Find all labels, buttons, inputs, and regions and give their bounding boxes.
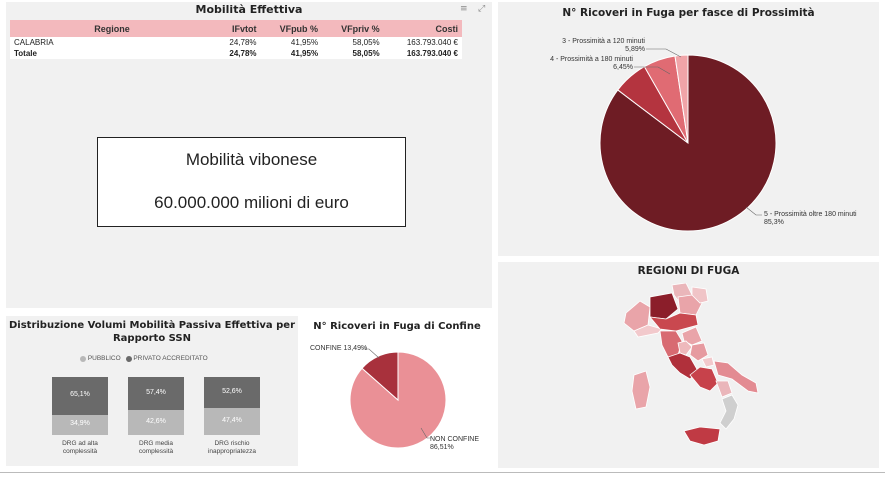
bar-segment-privato[interactable]: 52,6% — [204, 377, 260, 408]
total-regione: Totale — [14, 49, 37, 58]
legend-dot-privato — [125, 355, 132, 362]
italy-map[interactable] — [620, 283, 780, 463]
legend-privato: PRIVATO ACCREDITATO — [133, 355, 208, 362]
region-molise[interactable] — [701, 356, 715, 368]
leader-line-180 — [634, 66, 671, 75]
label-prossimita-120: 3 - Prossimità a 120 minuti 5,89% — [545, 38, 645, 54]
total-vfpub: 41,95% — [290, 49, 319, 58]
label-non-confine: NON CONFINE 86,51% — [430, 436, 479, 452]
col-vfpub[interactable]: VFpub % — [260, 20, 323, 37]
bar-category-label-line2: inappropriatezza — [207, 448, 257, 455]
label-non-confine-name: NON CONFINE — [430, 436, 479, 443]
cell-costi: 163.793.040 € — [406, 38, 458, 47]
cell-regione: CALABRIA — [14, 38, 54, 47]
legend-dot-pubblico — [80, 355, 86, 362]
leader-line-oltre — [745, 206, 762, 216]
confine-pie — [349, 351, 447, 449]
page-divider — [0, 472, 885, 473]
label-non-confine-value: 86,51% — [430, 444, 454, 451]
bar-category-label: DRG media complessità — [122, 440, 190, 456]
bar-value-pubblico: 42,6% — [146, 417, 166, 425]
table-total-row: Totale 24,78% 41,95% 58,05% 163.793.040 … — [10, 48, 462, 59]
total-vfpriv: 58,05% — [352, 49, 380, 58]
total-costi: 163.793.040 € — [406, 49, 458, 58]
pie-slice-other[interactable] — [674, 54, 689, 144]
stacked-bar[interactable]: 52,6% 47,4% — [204, 377, 260, 435]
region-puglia[interactable] — [713, 360, 759, 394]
distribuzione-title-line1: Distribuzione Volumi Mobilità Passiva Ef… — [8, 320, 296, 331]
bar-segment-pubblico[interactable]: 47,4% — [204, 408, 260, 435]
col-vfpriv[interactable]: VFpriv % — [322, 20, 384, 37]
region-umbria[interactable] — [677, 340, 693, 356]
label-prossimita-oltre-name: 5 - Prossimità oltre 180 minuti — [764, 211, 857, 218]
leader-line-120 — [646, 48, 682, 58]
bar-category-label: DRG rischio inappropriatezza — [198, 440, 266, 456]
filter-icon[interactable]: ≡ — [460, 4, 468, 14]
total-ifvtot: 24,78% — [229, 49, 257, 58]
legend-pubblico: PUBBLICO — [87, 355, 121, 362]
bar-category-label-line2: complessità — [62, 448, 98, 455]
expand-icon[interactable]: ⤢ — [478, 4, 486, 14]
stacked-bar[interactable]: 57,4% 42,6% — [128, 377, 184, 435]
prossimita-title: N° Ricoveri in Fuga per fasce di Prossim… — [562, 7, 815, 19]
col-costi[interactable]: Costi — [383, 20, 462, 37]
mobilita-title: Mobilità Effettiva — [195, 3, 303, 16]
region-basilicata[interactable] — [715, 380, 733, 398]
label-prossimita-180-name: 4 - Prossimità a 180 minuti — [550, 56, 633, 63]
bar-value-privato: 57,4% — [146, 388, 166, 396]
bar-category-label: DRG ad alta complessità — [46, 440, 114, 456]
table-row[interactable]: CALABRIA 24,78% 41,95% 58,05% 163.793.04… — [10, 37, 462, 48]
bar-value-pubblico: 47,4% — [222, 416, 242, 424]
prossimita-pie-chart — [599, 48, 777, 232]
region-calabria[interactable] — [719, 394, 739, 430]
bar-segment-privato[interactable]: 57,4% — [128, 377, 184, 410]
label-prossimita-oltre: 5 - Prossimità oltre 180 minuti 85,3% — [764, 211, 879, 227]
bar-segment-pubblico[interactable]: 42,6% — [128, 410, 184, 435]
region-sicilia[interactable] — [683, 426, 721, 446]
bar-category-label-line2: complessità — [138, 448, 174, 455]
bar-category-label-line1: DRG rischio — [214, 440, 250, 447]
cell-vfpriv: 58,05% — [352, 38, 380, 47]
region-sardegna[interactable] — [631, 370, 651, 410]
label-prossimita-120-name: 3 - Prossimità a 120 minuti — [562, 38, 645, 45]
region-veneto[interactable] — [677, 294, 703, 316]
stacked-bar[interactable]: 65,1% 34,9% — [52, 377, 108, 435]
region-emilia[interactable] — [649, 312, 699, 332]
bar-segment-pubblico[interactable]: 34,9% — [52, 415, 108, 435]
label-confine: CONFINE 13,49% — [310, 345, 368, 352]
bar-category-label-line1: DRG ad alta — [62, 440, 98, 447]
label-prossimita-180-value: 6,45% — [613, 64, 633, 71]
pie-slice-non-confine[interactable] — [349, 351, 447, 449]
col-ifvtot[interactable]: IFvtot — [214, 20, 261, 37]
distribuzione-title-line2: Rapporto SSN — [112, 333, 192, 344]
region-lombardia[interactable] — [649, 292, 679, 320]
bar-category-label-line1: DRG media — [139, 440, 173, 447]
leader-line-confine — [361, 348, 380, 359]
cell-vfpub: 41,95% — [290, 38, 319, 47]
regioni-title: REGIONI DI FUGA — [637, 265, 740, 277]
bar-value-pubblico: 34,9% — [70, 420, 90, 427]
label-prossimita-120-value: 5,89% — [625, 46, 645, 53]
label-prossimita-oltre-value: 85,3% — [764, 219, 784, 226]
callout-line1: Mobilità vibonese — [185, 150, 318, 169]
leader-line-non-confine — [420, 427, 431, 439]
region-friuli[interactable] — [691, 286, 709, 304]
distribuzione-legend: PUBBLICO PRIVATO ACCREDITATO — [80, 355, 208, 362]
region-abruzzo[interactable] — [689, 342, 709, 362]
table-header-row: Regione IFvtot VFpub % VFpriv % Costi — [10, 20, 462, 37]
bar-value-privato: 65,1% — [70, 391, 90, 398]
bar-value-privato: 52,6% — [222, 387, 242, 395]
confine-title: N° Ricoveri in Fuga di Confine — [313, 321, 481, 332]
prossimita-pie — [599, 54, 777, 232]
callout-line2: 60.000.000 milioni di euro — [154, 193, 349, 212]
mobilita-table: Regione IFvtot VFpub % VFpriv % Costi CA… — [10, 20, 462, 59]
confine-pie-chart — [349, 348, 447, 449]
cell-ifvtot: 24,78% — [229, 38, 257, 47]
col-regione[interactable]: Regione — [10, 20, 214, 37]
pie-slice-confine[interactable] — [361, 351, 399, 402]
mobilita-vibonese-callout: Mobilità vibonese 60.000.000 milioni di … — [97, 137, 406, 227]
region-marche[interactable] — [681, 326, 703, 346]
label-prossimita-180: 4 - Prossimità a 180 minuti 6,45% — [515, 56, 633, 72]
bar-segment-privato[interactable]: 65,1% — [52, 377, 108, 415]
